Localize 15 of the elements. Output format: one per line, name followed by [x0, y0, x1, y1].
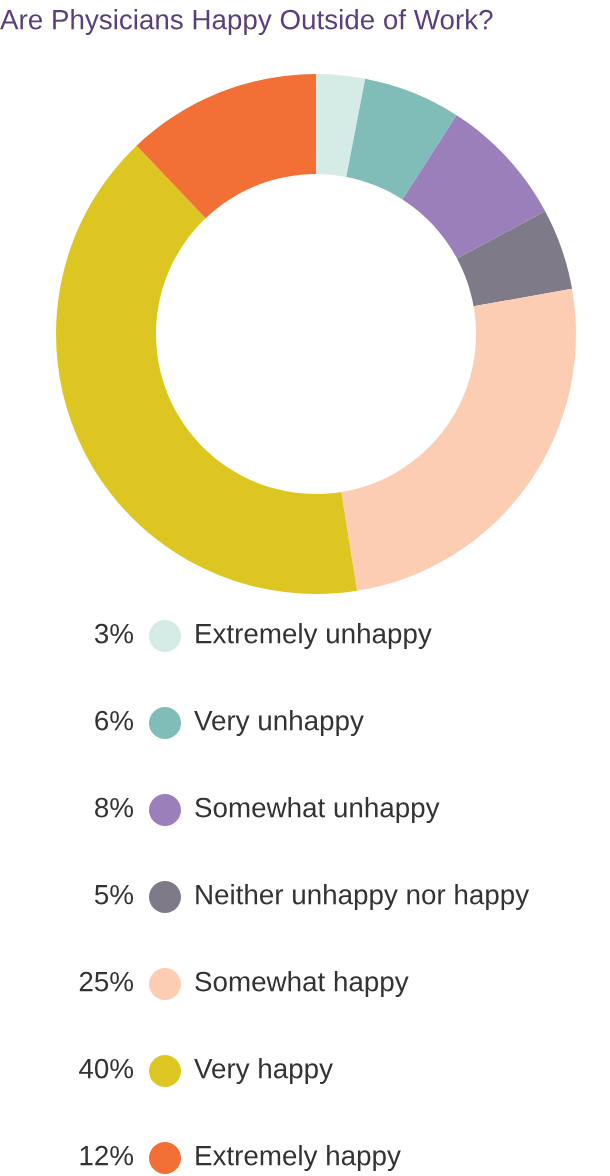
data-label: 25%: [79, 971, 134, 992]
chart-title: Are Physicians Happy Outside of Work?: [0, 9, 493, 35]
data-label: 6%: [95, 710, 134, 731]
data-label: 8%: [95, 797, 134, 818]
legend-label: Somewhat unhappy: [195, 797, 440, 823]
legend-label: Extremely unhappy: [196, 623, 432, 649]
data-label: 40%: [79, 1058, 134, 1079]
legend-label: Very unhappy: [194, 710, 364, 736]
legend-label: Neither unhappy nor happy: [196, 884, 530, 910]
data-label: 3%: [94, 623, 134, 644]
data-label: 5%: [94, 884, 134, 905]
data-label: 12%: [80, 1145, 134, 1166]
legend-label: Extremely happy: [196, 1145, 401, 1171]
legend-label: Somewhat happy: [195, 971, 409, 997]
legend-label: Very happy: [194, 1058, 333, 1084]
